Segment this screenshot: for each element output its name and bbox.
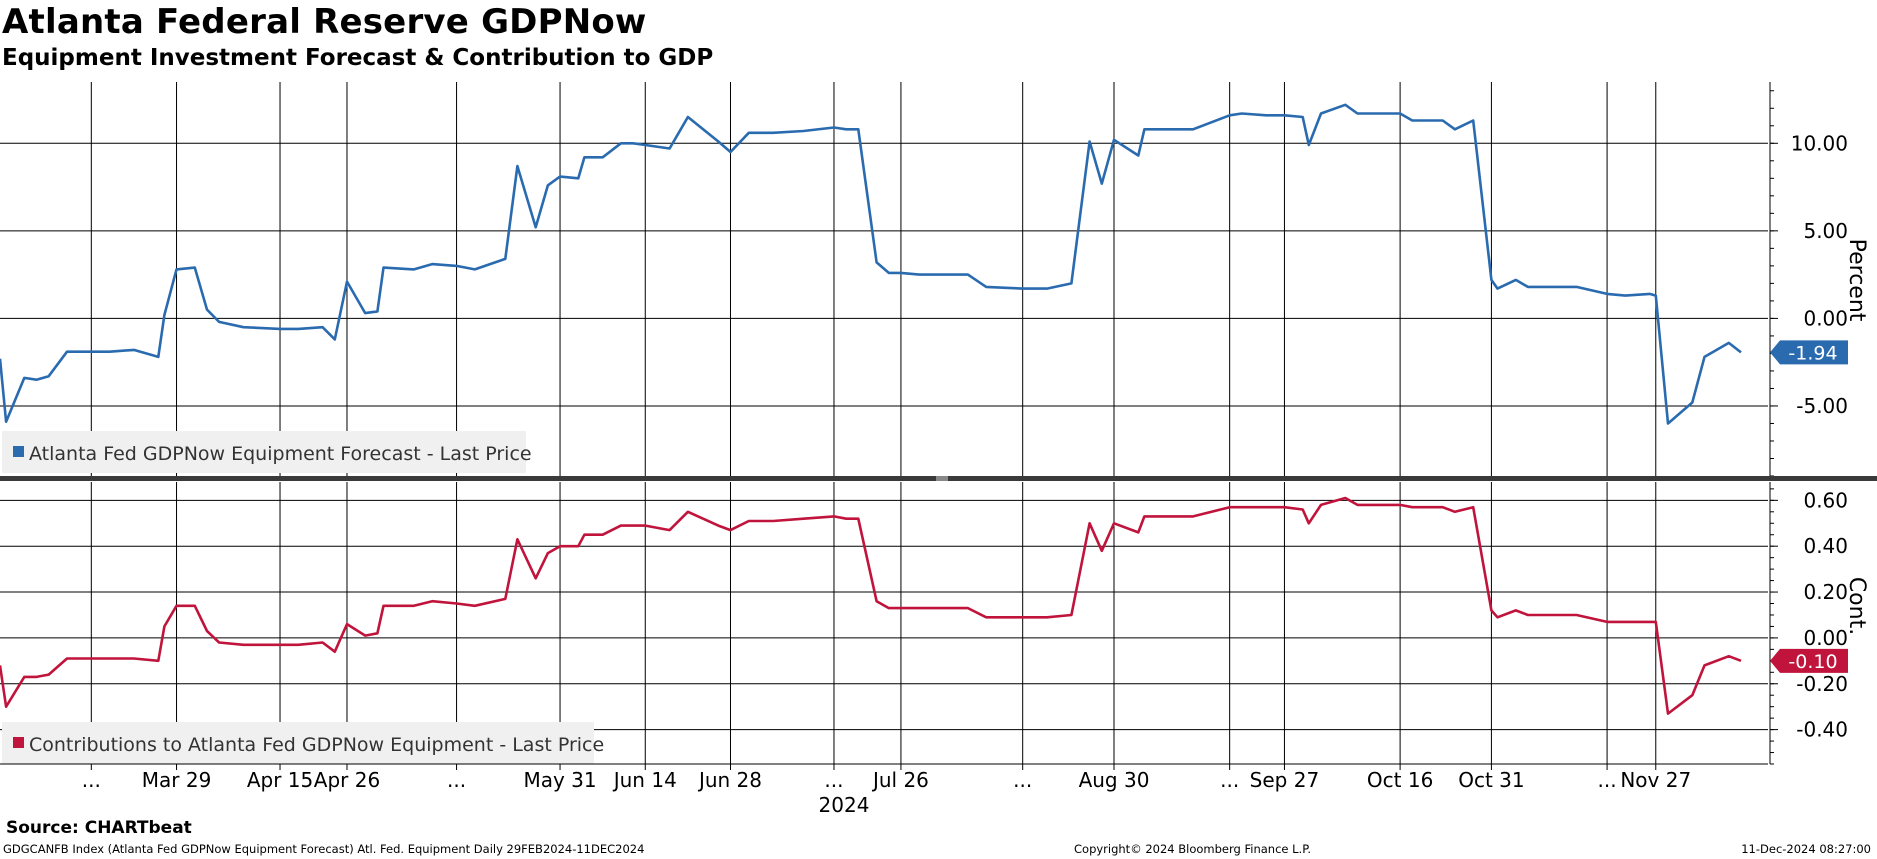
y-tick-label: 10.00 xyxy=(1791,131,1848,155)
y-axis-title: Cont. xyxy=(1844,577,1869,635)
last-value-badge-shape xyxy=(1770,648,1848,673)
last-value-badge: -0.10 xyxy=(1770,648,1848,673)
y-tick-label: 0.00 xyxy=(1803,306,1848,330)
x-tick-label: Apr 26 xyxy=(314,768,380,792)
y-tick-label: 0.20 xyxy=(1803,580,1848,604)
x-tick-label: Sep 27 xyxy=(1250,768,1320,792)
footer-timestamp: 11-Dec-2024 08:27:00 xyxy=(1741,842,1871,856)
legend-box xyxy=(2,431,526,473)
footer-ticker-info: GDGCANFB Index (Atlanta Fed GDPNow Equip… xyxy=(3,842,645,856)
last-value-badge-shape xyxy=(1770,340,1848,365)
x-tick-label: Apr 15 xyxy=(247,768,313,792)
x-tick-label: Nov 27 xyxy=(1620,768,1691,792)
x-tick-label: ... xyxy=(824,768,843,792)
y-tick-label: -0.40 xyxy=(1796,718,1848,742)
x-tick-label: May 31 xyxy=(523,768,596,792)
y-tick-label: 5.00 xyxy=(1803,219,1848,243)
pane-divider-handle xyxy=(936,476,948,481)
legend-swatch xyxy=(13,737,24,748)
x-tick-label: Oct 31 xyxy=(1458,768,1524,792)
x-tick-label: ... xyxy=(1220,768,1239,792)
forecast-series-line xyxy=(0,103,1742,425)
last-value-badge: -1.94 xyxy=(1770,340,1848,365)
legend-swatch xyxy=(13,446,24,457)
x-tick-label: Oct 16 xyxy=(1367,768,1433,792)
y-tick-label: -0.20 xyxy=(1796,672,1848,696)
contribution-series-line xyxy=(0,496,1742,715)
x-tick-label: Mar 29 xyxy=(142,768,212,792)
x-tick-label: Jun 28 xyxy=(697,768,762,792)
y-tick-label: -5.00 xyxy=(1796,394,1848,418)
source-label: Source: CHARTbeat xyxy=(6,818,192,838)
last-value-label: -1.94 xyxy=(1788,342,1837,364)
x-tick-label: Jun 14 xyxy=(612,768,677,792)
y-axis-title: Percent xyxy=(1844,239,1869,322)
legend-label: Atlanta Fed GDPNow Equipment Forecast - … xyxy=(29,443,532,465)
page-title: Atlanta Federal Reserve GDPNow xyxy=(2,2,647,42)
x-tick-label: Jul 26 xyxy=(871,768,929,792)
page-subtitle: Equipment Investment Forecast & Contribu… xyxy=(2,45,714,71)
last-value-label: -0.10 xyxy=(1788,651,1837,673)
x-tick-label: ... xyxy=(1598,768,1617,792)
x-tick-label: Aug 30 xyxy=(1079,768,1150,792)
legend-label: Contributions to Atlanta Fed GDPNow Equi… xyxy=(29,734,604,756)
y-tick-label: 0.60 xyxy=(1803,488,1848,512)
y-tick-label: 0.00 xyxy=(1803,626,1848,650)
y-tick-label: 0.40 xyxy=(1803,534,1848,558)
legend-box xyxy=(2,722,594,764)
x-year-label: 2024 xyxy=(819,793,870,817)
footer-copyright: Copyright© 2024 Bloomberg Finance L.P. xyxy=(1074,842,1311,856)
x-tick-label: ... xyxy=(1013,768,1032,792)
x-tick-label: ... xyxy=(447,768,466,792)
x-tick-label: ... xyxy=(82,768,101,792)
